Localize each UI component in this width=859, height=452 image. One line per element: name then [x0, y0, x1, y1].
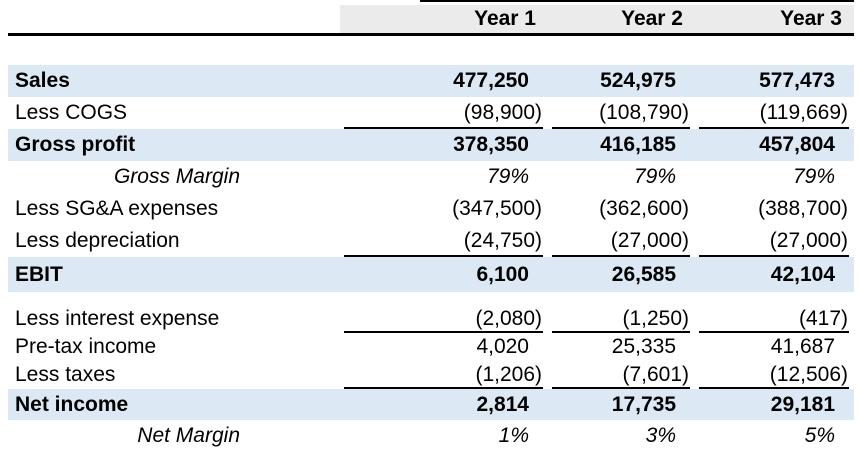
income-statement-table: Year 1 Year 2 Year 3 Sales 477,250 524,9…	[8, 5, 854, 452]
row-gross-margin: Gross Margin 79% 79% 79%	[8, 161, 854, 193]
value-cell: 4,020	[476, 335, 529, 358]
row-label: Gross Margin	[113, 165, 240, 188]
row-label: Net income	[8, 389, 340, 420]
value-cell: (1,250)	[548, 304, 695, 333]
value-cell: 25,335	[611, 335, 676, 358]
row-less-interest-expense: Less interest expense (2,080) (1,250) (4…	[8, 304, 854, 333]
row-label: EBIT	[8, 257, 340, 292]
row-label: Less interest expense	[15, 306, 220, 330]
value-cell: 2,814	[340, 389, 548, 420]
row-ebit: EBIT 6,100 26,585 42,104	[8, 257, 854, 292]
value-cell: (27,000)	[695, 225, 854, 257]
value-cell: (12,506)	[695, 361, 854, 389]
cropped-top-border-artifact	[420, 0, 854, 2]
value-cell: (24,750)	[340, 225, 548, 257]
value-cell: 26,585	[548, 257, 695, 292]
row-gross-profit: Gross profit 378,350 416,185 457,804	[8, 129, 854, 161]
value-cell: (7,601)	[548, 361, 695, 389]
value-cell: 3%	[645, 424, 676, 447]
header-year2: Year 2	[548, 5, 695, 36]
row-pre-tax-income: Pre-tax income 4,020 25,335 41,687	[8, 333, 854, 361]
value-cell: (108,790)	[548, 97, 695, 129]
spacer-row	[8, 35, 854, 66]
value-cell: 41,687	[770, 335, 835, 358]
row-label: Less taxes	[15, 363, 116, 386]
value-cell: 477,250	[340, 65, 548, 97]
value-cell: 29,181	[695, 389, 854, 420]
row-label: Pre-tax income	[15, 335, 157, 358]
value-cell: 5%	[804, 424, 835, 447]
row-sales: Sales 477,250 524,975 577,473	[8, 65, 854, 97]
value-cell: (347,500)	[452, 197, 542, 220]
row-less-cogs: Less COGS (98,900) (108,790) (119,669)	[8, 97, 854, 129]
header-year1: Year 1	[340, 5, 548, 36]
value-cell: (119,669)	[695, 97, 854, 129]
value-cell: (1,206)	[340, 361, 548, 389]
row-less-taxes: Less taxes (1,206) (7,601) (12,506)	[8, 361, 854, 389]
value-cell: 457,804	[695, 129, 854, 161]
row-label: Sales	[8, 65, 340, 97]
value-cell: (388,700)	[758, 197, 848, 220]
row-less-sga-expenses: Less SG&A expenses (347,500) (362,600) (…	[8, 193, 854, 225]
value-cell: 42,104	[695, 257, 854, 292]
value-cell: 416,185	[548, 129, 695, 161]
value-cell: (362,600)	[599, 197, 689, 220]
value-cell: 17,735	[548, 389, 695, 420]
value-cell: 577,473	[695, 65, 854, 97]
value-cell: (2,080)	[340, 304, 548, 333]
value-cell: 378,350	[340, 129, 548, 161]
value-cell: (417)	[695, 304, 854, 333]
row-less-depreciation: Less depreciation (24,750) (27,000) (27,…	[8, 225, 854, 257]
value-cell: 79%	[633, 165, 676, 188]
header-row: Year 1 Year 2 Year 3	[8, 5, 854, 36]
value-cell: (98,900)	[340, 97, 548, 129]
row-label: Less depreciation	[15, 229, 180, 252]
row-label: Gross profit	[8, 129, 340, 161]
value-cell: 1%	[498, 424, 529, 447]
header-year3: Year 3	[695, 5, 854, 36]
value-cell: 79%	[792, 165, 835, 188]
row-label: Net Margin	[137, 424, 240, 447]
row-label: Less COGS	[15, 101, 128, 124]
row-net-margin: Net Margin 1% 3% 5%	[8, 420, 854, 452]
row-label: Less SG&A expenses	[15, 197, 219, 220]
spacer-row	[8, 292, 854, 304]
row-net-income: Net income 2,814 17,735 29,181	[8, 389, 854, 420]
value-cell: (27,000)	[548, 225, 695, 257]
value-cell: 6,100	[340, 257, 548, 292]
value-cell: 79%	[486, 165, 529, 188]
value-cell: 524,975	[548, 65, 695, 97]
header-empty-cell	[8, 5, 340, 36]
